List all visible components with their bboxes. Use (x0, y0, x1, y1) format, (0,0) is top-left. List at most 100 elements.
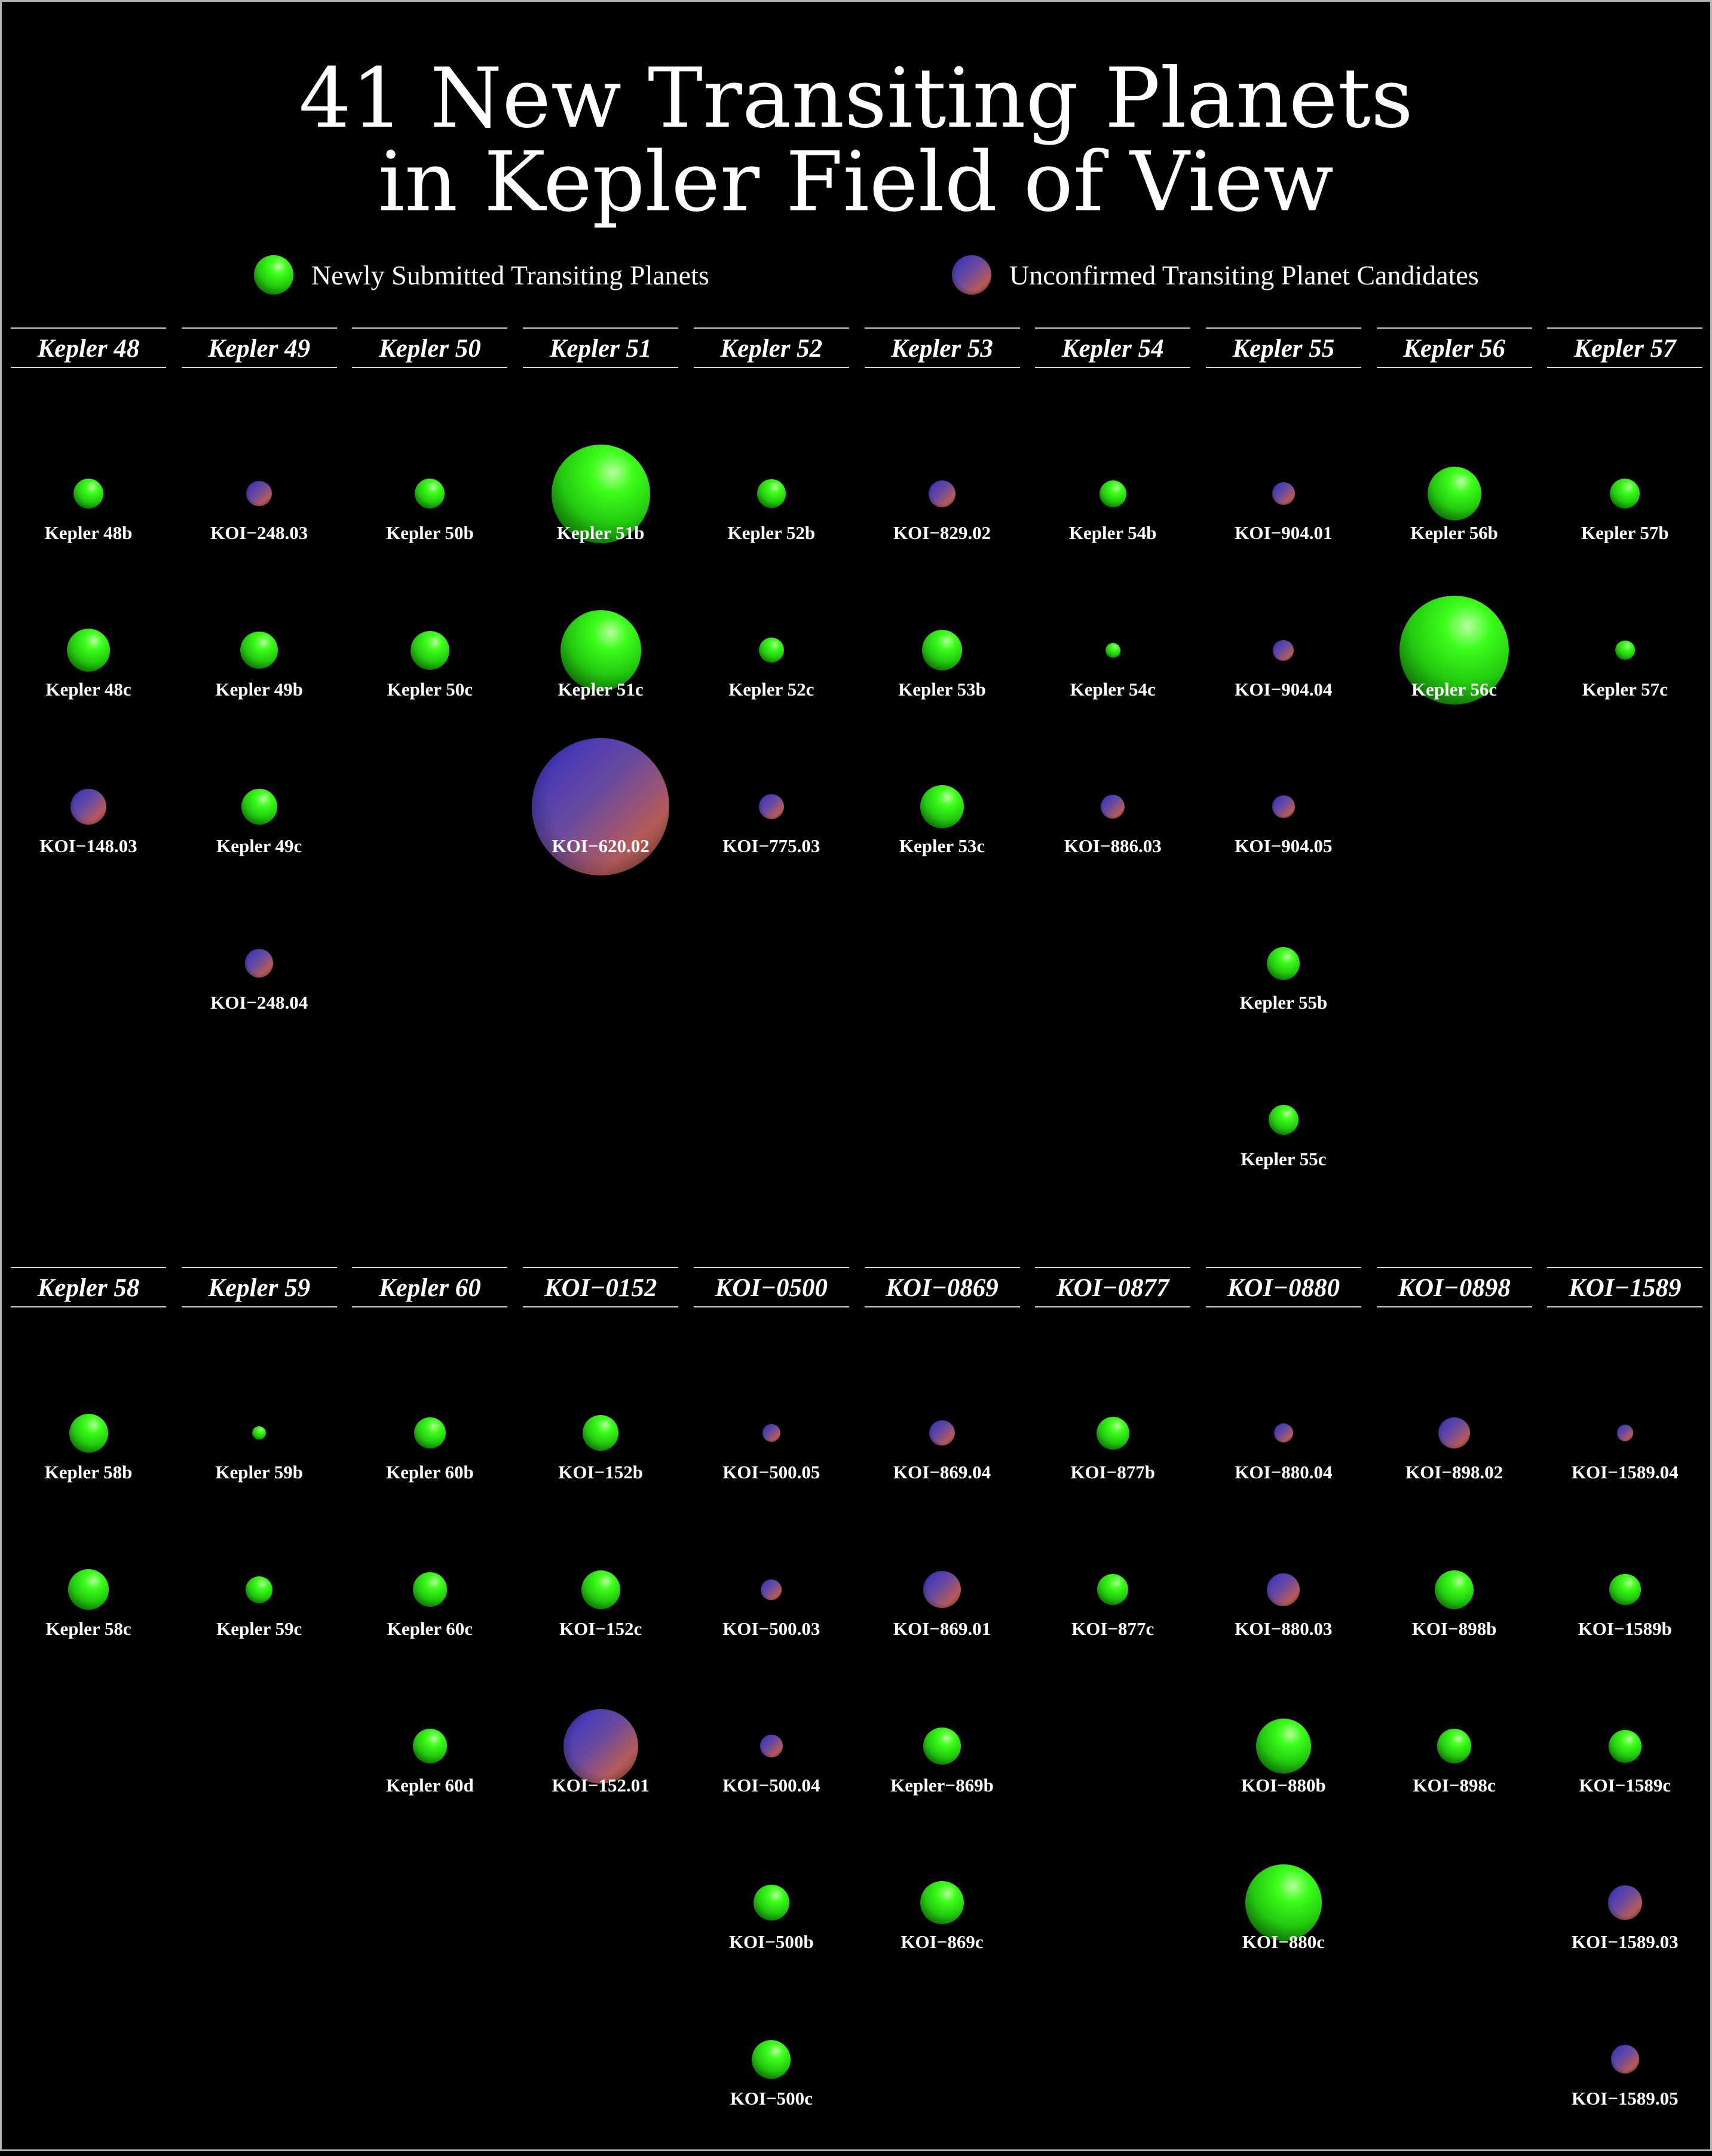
planet-item: KOI−829.02 (865, 434, 1020, 590)
confirmed-planet-sphere (921, 630, 963, 670)
candidate-planet-sphere (563, 1708, 638, 1784)
planet-label: KOI−886.03 (1064, 835, 1162, 856)
candidate-planet-sphere (1273, 639, 1294, 661)
planet-label: KOI−1589c (1579, 1775, 1671, 1796)
confirmed-planet-sphere (758, 637, 785, 663)
header-top-rule (523, 1267, 679, 1268)
legend-confirmed: Newly Submitted Transiting Planets (254, 254, 709, 296)
confirmed-planet-sphere (73, 479, 103, 509)
planet-item: KOI−877b (1035, 1373, 1190, 1530)
candidate-planet-sphere (532, 738, 670, 875)
planet-label: Kepler 60b (386, 1462, 474, 1483)
system-name: Kepler 56 (1403, 335, 1505, 363)
planet-label: KOI−904.04 (1235, 679, 1333, 700)
planet-label: Kepler 50b (386, 522, 474, 543)
candidate-planet-sphere (761, 1579, 782, 1600)
header-top-rule (11, 327, 166, 329)
planet-item: Kepler 59c (182, 1530, 337, 1686)
planet-label: KOI−500.03 (722, 1618, 820, 1639)
system-name: Kepler 60 (378, 1274, 481, 1302)
planet-label: KOI−775.03 (722, 835, 820, 856)
planet-label: Kepler 55c (1241, 1149, 1327, 1169)
planet-label: KOI−620.02 (552, 835, 650, 856)
header-bottom-rule (1547, 367, 1703, 368)
planet-label: KOI−869c (901, 1931, 984, 1952)
planet-item: KOI−898b (1377, 1530, 1532, 1686)
confirmed-planet-sphere (583, 1415, 619, 1451)
candidate-planet-sphere (1101, 795, 1125, 819)
header-bottom-rule (1547, 1306, 1703, 1307)
header-bottom-rule (1035, 1306, 1191, 1307)
planet-item: Kepler 53b (865, 590, 1020, 747)
header-bottom-rule (11, 367, 166, 368)
planet-item: Kepler 59b (182, 1373, 337, 1530)
confirmed-planet-sphere (1610, 479, 1640, 509)
system-name: Kepler 55 (1232, 335, 1335, 363)
planet-label: KOI−877b (1070, 1462, 1156, 1483)
header-bottom-rule (181, 367, 337, 368)
header-top-rule (1035, 327, 1191, 329)
planet-item: Kepler 58b (11, 1373, 166, 1530)
planet-label: Kepler 50c (387, 679, 473, 700)
header-top-rule (693, 327, 849, 329)
planet-label: KOI−880.03 (1235, 1618, 1333, 1639)
header-top-rule (864, 327, 1020, 329)
planet-label: KOI−148.03 (39, 835, 137, 856)
confirmed-planet-sphere (412, 1572, 448, 1607)
planet-label: KOI−869.04 (893, 1462, 991, 1483)
confirmed-planet-sphere (1245, 1864, 1322, 1941)
legend-green-sphere-icon (254, 255, 293, 295)
planet-label: KOI−898c (1413, 1775, 1496, 1796)
planet-item: KOI−500.04 (694, 1686, 849, 1843)
planet-item: KOI−886.03 (1035, 747, 1190, 904)
system-name: KOI−0880 (1227, 1274, 1340, 1302)
confirmed-planet-sphere (920, 785, 964, 829)
planet-item: Kepler 56c (1377, 590, 1532, 747)
planet-label: Kepler−869b (890, 1775, 994, 1796)
planet-label: Kepler 51c (558, 679, 644, 700)
header-bottom-rule (523, 367, 679, 368)
confirmed-planet-sphere (560, 610, 641, 691)
header-bottom-rule (11, 1306, 166, 1307)
planet-item: Kepler 48b (11, 434, 166, 590)
title-line-1: 41 New Transiting Planets (299, 50, 1413, 146)
confirmed-planet-sphere (414, 1417, 446, 1449)
header-top-rule (1547, 1267, 1703, 1268)
confirmed-planet-sphere (241, 789, 277, 825)
confirmed-planet-sphere (757, 479, 786, 508)
planet-label: Kepler 49c (216, 835, 302, 856)
planet-item: Kepler 51b (523, 434, 678, 590)
confirmed-planet-sphere (1435, 1570, 1474, 1609)
planet-label: KOI−500b (728, 1931, 814, 1952)
confirmed-planet-sphere (1437, 1729, 1472, 1763)
planet-label: Kepler 57b (1581, 522, 1669, 543)
planet-item: KOI−152b (523, 1373, 678, 1530)
system-name: KOI−1589 (1569, 1274, 1682, 1302)
planet-label: KOI−880c (1242, 1931, 1325, 1952)
header-bottom-rule (693, 1306, 849, 1307)
candidate-planet-sphere (71, 789, 106, 825)
planet-item: KOI−904.04 (1206, 590, 1361, 747)
header-bottom-rule (523, 1306, 679, 1307)
planet-item: Kepler 56b (1377, 434, 1532, 590)
confirmed-planet-sphere (753, 1885, 789, 1921)
planet-item: Kepler 50c (352, 590, 507, 747)
candidate-planet-sphere (929, 1420, 955, 1446)
planet-item: KOI−1589b (1547, 1530, 1702, 1686)
confirmed-planet-sphere (1609, 1573, 1641, 1606)
header-top-rule (1376, 1267, 1532, 1268)
header-bottom-rule (1376, 1306, 1532, 1307)
planet-item: KOI−148.03 (11, 747, 166, 904)
planet-label: Kepler 54c (1070, 679, 1156, 700)
header-top-rule (1205, 327, 1361, 329)
candidate-planet-sphere (1267, 1573, 1300, 1606)
planet-label: Kepler 58b (44, 1462, 133, 1483)
planet-item: KOI−500.03 (694, 1530, 849, 1686)
system-name: Kepler 51 (549, 335, 652, 363)
candidate-planet-sphere (1607, 1885, 1643, 1920)
header-bottom-rule (352, 367, 508, 368)
header-bottom-rule (1035, 367, 1191, 368)
confirmed-planet-sphere (581, 1570, 620, 1609)
planet-item: Kepler 51c (523, 590, 678, 747)
planet-item: KOI−869.01 (865, 1530, 1020, 1686)
